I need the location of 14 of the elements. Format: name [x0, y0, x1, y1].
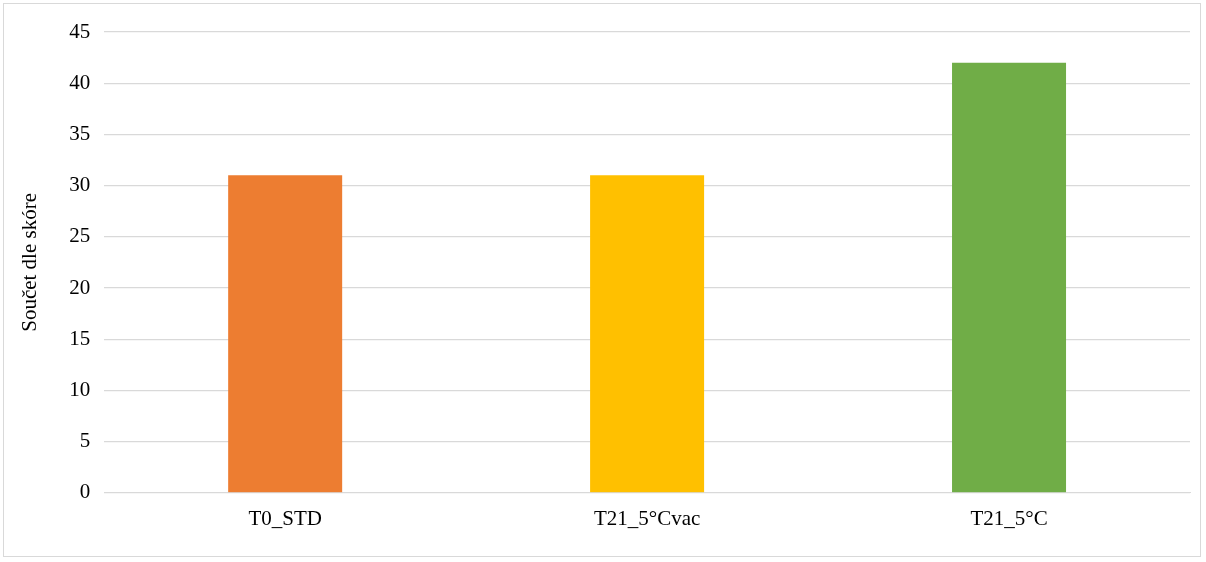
y-tick-label: 25 — [69, 223, 91, 248]
y-tick-label: 30 — [69, 172, 91, 197]
y-tick-label: 45 — [69, 18, 91, 43]
y-tick-label: 15 — [69, 325, 91, 350]
x-tick-label: T0_STD — [248, 505, 322, 530]
y-tick-label: 35 — [69, 120, 91, 145]
y-tick-label: 20 — [69, 274, 91, 299]
y-tick-label: 0 — [79, 479, 91, 504]
y-tick-label: 10 — [69, 376, 91, 401]
y-tick-label: 40 — [69, 69, 91, 94]
x-tick-label: T21_5°Cvac — [593, 505, 701, 530]
y-tick-label: 5 — [79, 428, 91, 453]
y-axis-title: Součet dle skóre — [17, 193, 42, 332]
x-tick-label: T21_5°C — [970, 505, 1048, 530]
